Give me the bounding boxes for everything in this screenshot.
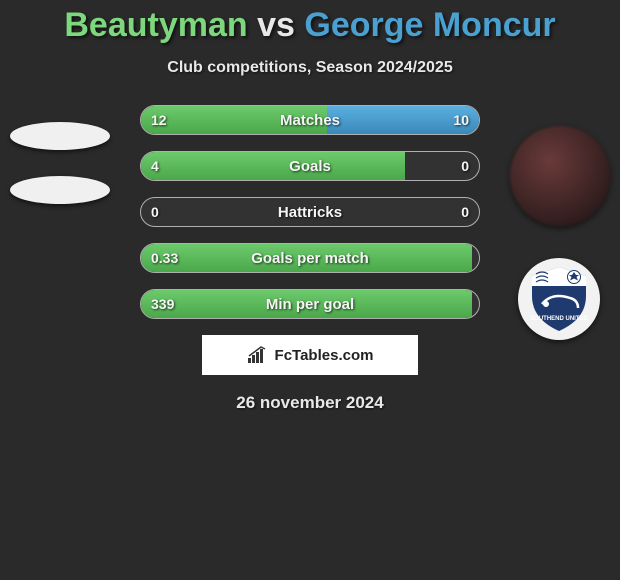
subtitle: Club competitions, Season 2024/2025 xyxy=(0,59,620,77)
date-text: 26 november 2024 xyxy=(0,393,620,413)
stats-container: 1210Matches 40Goals 00Hattricks 0.33Goals p… xyxy=(0,105,620,319)
watermark: FcTables.com xyxy=(202,335,418,375)
stat-label: Goals xyxy=(141,152,479,180)
stat-label: Goals per match xyxy=(141,244,479,272)
stat-row: 00Hattricks xyxy=(140,197,480,227)
chart-icon xyxy=(247,346,269,364)
stat-row: 339Min per goal xyxy=(140,289,480,319)
stat-row: 0.33Goals per match xyxy=(140,243,480,273)
stat-row: 1210Matches xyxy=(140,105,480,135)
stat-row: 40Goals xyxy=(140,151,480,181)
stat-label: Hattricks xyxy=(141,198,479,226)
stat-label: Matches xyxy=(141,106,479,134)
vs-text: vs xyxy=(257,6,295,44)
player2-name: George Moncur xyxy=(304,6,555,44)
comparison-title: Beautyman vs George Moncur xyxy=(0,0,620,45)
player1-name: Beautyman xyxy=(64,6,247,44)
watermark-text: FcTables.com xyxy=(275,347,374,364)
stat-label: Min per goal xyxy=(141,290,479,318)
